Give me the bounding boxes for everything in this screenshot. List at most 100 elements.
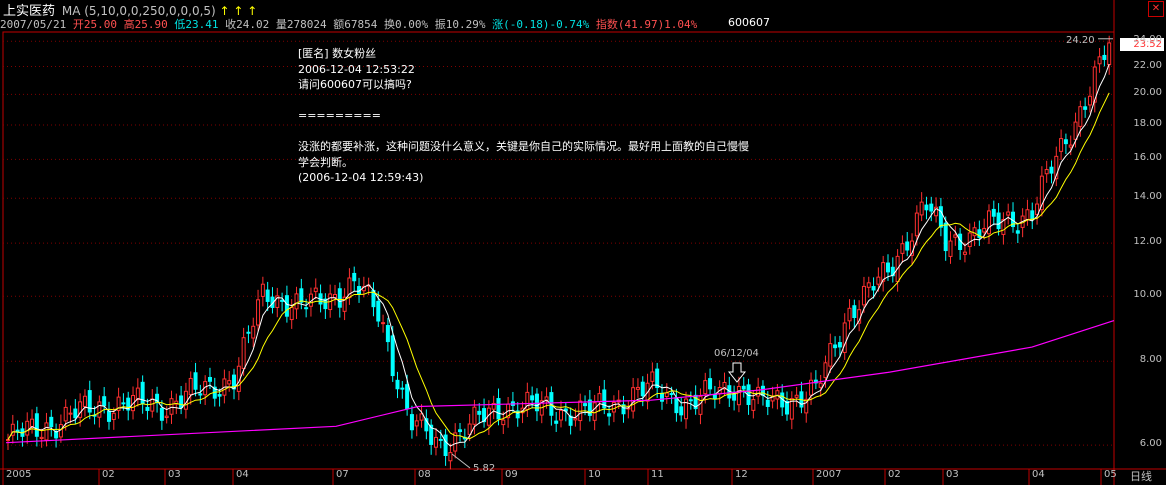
candle-body bbox=[467, 423, 472, 435]
candle-body bbox=[1015, 230, 1020, 234]
x-tick-label: 09 bbox=[505, 469, 518, 480]
candle-body bbox=[150, 398, 155, 412]
candle-body bbox=[1006, 211, 1011, 216]
y-tick-label: 24.00 bbox=[1133, 34, 1162, 46]
annot-author: [匿名] 数女粉丝 bbox=[298, 47, 377, 60]
x-tick-label: 12 bbox=[735, 469, 748, 480]
candle-body bbox=[126, 397, 131, 411]
high-price-label: 24.20 bbox=[1066, 35, 1095, 46]
candle-body bbox=[1102, 54, 1107, 60]
candle-body bbox=[472, 406, 477, 425]
candle-body bbox=[241, 337, 246, 370]
candle-body bbox=[977, 229, 982, 238]
title-bar: 上实医药 MA (5,10,0,0,250,0,0,0,5) ↑ ↑ ↑ bbox=[0, 0, 258, 19]
candle-body bbox=[97, 401, 102, 418]
candle-body bbox=[938, 206, 943, 228]
ma-arrows: ↑ ↑ ↑ bbox=[219, 4, 258, 18]
candle-body bbox=[1025, 209, 1030, 221]
candle-body bbox=[400, 387, 405, 390]
candle-body bbox=[6, 439, 10, 442]
date-marker-label: 06/12/04 bbox=[714, 348, 759, 359]
quote-change: 涨(-0.18)-0.74% bbox=[492, 18, 590, 31]
candle-body bbox=[1030, 210, 1035, 221]
candle-body bbox=[919, 201, 924, 216]
candle-body bbox=[684, 398, 689, 420]
candle-body bbox=[453, 432, 458, 452]
candle-body bbox=[491, 402, 496, 410]
candle-body bbox=[611, 401, 616, 413]
candle-body bbox=[905, 241, 910, 251]
candle-body bbox=[991, 208, 996, 217]
candle-body bbox=[390, 335, 395, 377]
y-tick-label: 6.00 bbox=[1139, 438, 1162, 450]
candle-body bbox=[207, 376, 212, 382]
quote-low: 低23.41 bbox=[174, 18, 219, 31]
candle-body bbox=[885, 262, 890, 273]
candle-body bbox=[785, 400, 790, 415]
candle-body bbox=[559, 409, 563, 421]
candle-body bbox=[659, 392, 664, 402]
candle-body bbox=[948, 240, 953, 257]
candle-body bbox=[962, 251, 967, 255]
candle-body bbox=[106, 410, 111, 422]
candle-body bbox=[477, 410, 482, 415]
candle-body bbox=[515, 410, 520, 419]
candle-body bbox=[68, 412, 73, 415]
candle-body bbox=[967, 232, 972, 248]
candle-body bbox=[111, 412, 116, 420]
y-tick-label: 18.00 bbox=[1133, 118, 1162, 130]
x-tick-label: 11 bbox=[651, 469, 664, 480]
candle-body bbox=[833, 344, 838, 349]
candle-body bbox=[116, 396, 121, 411]
y-tick-label: 8.00 bbox=[1139, 354, 1162, 366]
quote-close: 收24.02 bbox=[225, 18, 270, 31]
x-tick-label: 10 bbox=[588, 469, 601, 480]
candle-body bbox=[409, 414, 414, 431]
x-tick-label: 08 bbox=[418, 469, 431, 480]
candle-body bbox=[289, 307, 294, 321]
candle-body bbox=[63, 406, 68, 422]
annot-time2: (2006-12-04 12:59:43) bbox=[298, 171, 424, 184]
candle-body bbox=[881, 262, 886, 282]
candle-body bbox=[174, 400, 179, 405]
close-icon[interactable]: ✕ bbox=[1148, 1, 1164, 17]
candle-body bbox=[693, 394, 698, 410]
candle-body bbox=[25, 420, 30, 436]
quote-amplitude: 振10.29% bbox=[434, 18, 486, 31]
candle-body bbox=[583, 403, 588, 407]
quote-date: 2007/05/21 bbox=[0, 18, 67, 31]
candle-body bbox=[458, 429, 463, 433]
grid-lines bbox=[2, 40, 1114, 485]
candle-body bbox=[876, 276, 881, 285]
candle-body bbox=[265, 289, 270, 302]
candle-body bbox=[395, 379, 400, 390]
candle-body bbox=[953, 234, 958, 238]
candle-body bbox=[284, 295, 289, 317]
period-label[interactable]: 日线 bbox=[1130, 470, 1152, 483]
candle-body bbox=[280, 299, 285, 302]
candle-body bbox=[871, 286, 876, 291]
candle-body bbox=[924, 204, 929, 211]
candle-body bbox=[751, 399, 756, 411]
candle-body bbox=[44, 422, 49, 441]
quote-index: 指数(41.97)1.04% bbox=[595, 18, 698, 31]
candle-body bbox=[741, 385, 746, 390]
candle-body bbox=[708, 378, 713, 390]
candle-body bbox=[982, 227, 987, 233]
x-tick-label: 03 bbox=[168, 469, 181, 480]
candle-body bbox=[34, 413, 39, 437]
candle-body bbox=[635, 386, 640, 390]
candle-body bbox=[193, 372, 198, 390]
candle-body bbox=[1087, 95, 1092, 106]
candle-body bbox=[1083, 106, 1088, 110]
quote-turnover: 换0.00% bbox=[383, 18, 429, 31]
current-price-tag: 23.52 bbox=[1120, 38, 1164, 51]
candle-body bbox=[135, 387, 140, 400]
y-tick-label: 14.00 bbox=[1133, 191, 1162, 203]
candle-body bbox=[674, 397, 679, 414]
candle-body bbox=[256, 299, 261, 326]
candle-body bbox=[1092, 66, 1097, 103]
moving-averages bbox=[5, 63, 1115, 447]
candle-body bbox=[342, 296, 347, 312]
